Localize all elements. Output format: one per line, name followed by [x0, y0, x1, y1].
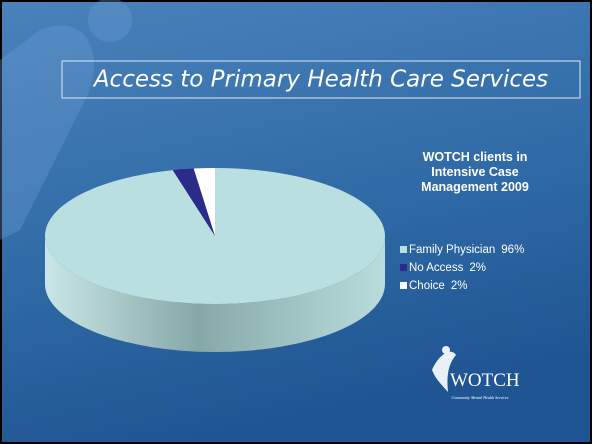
logo-figure: [432, 351, 456, 392]
logo-tagline: Community Mental Health Services: [452, 395, 509, 400]
pie-slice: [45, 168, 386, 304]
slide-title: Access to Primary Health Care Services: [92, 67, 548, 93]
legend-swatch: [400, 282, 407, 289]
legend-label: Choice: [409, 280, 445, 292]
pie-slice: [193, 168, 215, 236]
legend-label: No Access: [409, 262, 464, 274]
legend-value: 2%: [451, 280, 468, 292]
logo-head: [442, 346, 450, 354]
logo: WOTCH Community Mental Health Services: [432, 346, 520, 400]
legend-entry: Choice 2%: [409, 280, 467, 292]
legend-swatch: [400, 246, 407, 253]
legend: Family Physician 96% No Access 2% Choice 2%: [400, 244, 524, 292]
decor-figure: [0, 25, 95, 240]
legend-value: 96%: [501, 244, 524, 256]
title-box: [61, 60, 581, 99]
legend-value: 2%: [469, 262, 486, 274]
legend-entry: Family Physician 96%: [409, 244, 524, 256]
legend-swatch: [400, 264, 407, 271]
legend-label: Family Physician: [409, 244, 495, 256]
legend-entry: No Access 2%: [409, 262, 486, 274]
pie-slice: [172, 168, 215, 236]
decor-head: [88, 0, 132, 42]
pie-side: [45, 236, 385, 352]
chart-title: WOTCH clients in Intensive Case Manageme…: [421, 150, 529, 194]
logo-name: WOTCH: [450, 370, 520, 391]
pie: [45, 168, 386, 352]
